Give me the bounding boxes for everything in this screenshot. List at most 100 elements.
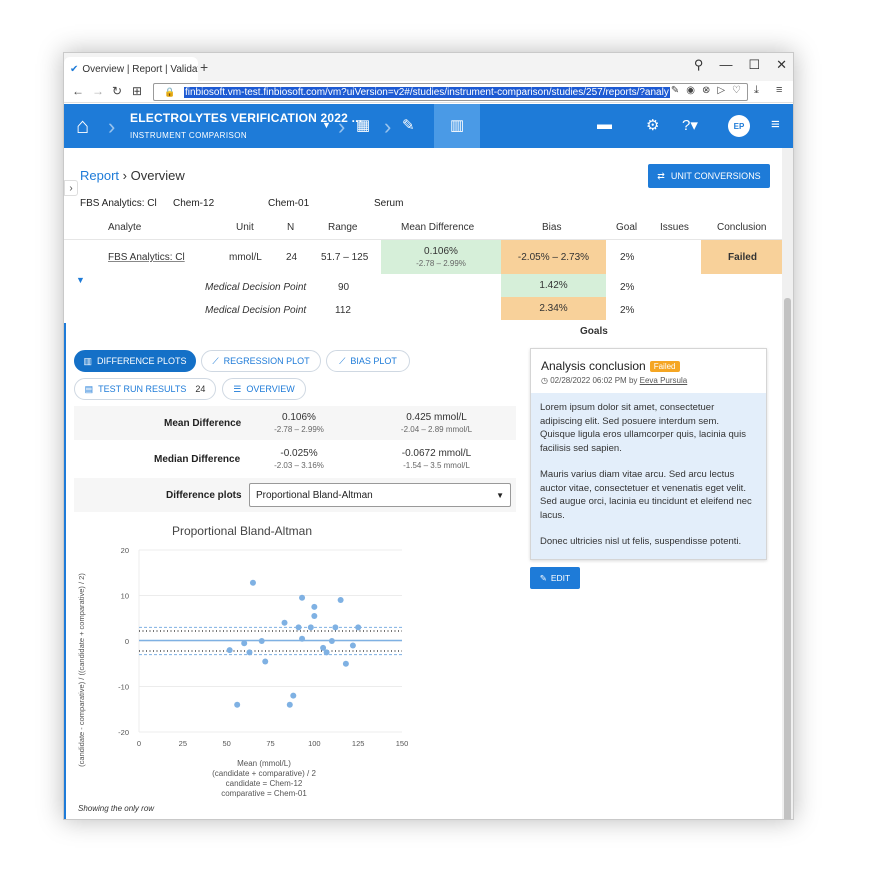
analysis-conclusion-panel: Analysis conclusion Failed ◷ 02/28/2022 …: [530, 348, 767, 560]
conclusion-paragraph: Donec ultricies nisl ut felis, suspendis…: [540, 536, 742, 547]
row-analyte-link[interactable]: FBS Analytics: Cl: [108, 252, 185, 263]
data-point: [290, 692, 297, 699]
tab-difference-plots[interactable]: ▥ DIFFERENCE PLOTS: [74, 350, 196, 372]
breadcrumb-report-link[interactable]: Report: [80, 168, 120, 183]
median-pct-value: -0.025%: [280, 448, 318, 459]
list-icon: ☰: [233, 383, 242, 394]
tab-bias-plot[interactable]: ⟋ BIAS PLOT: [326, 350, 410, 372]
conclusion-paragraph: Mauris varius diam vitae arcu. Sed arcu …: [540, 469, 752, 521]
forward-icon[interactable]: →: [92, 84, 104, 98]
expand-row-icon[interactable]: ▼: [76, 275, 85, 285]
mdp-bias-value: 2.34%: [539, 303, 568, 314]
send-icon[interactable]: ▷: [717, 85, 726, 96]
unit-conversions-label: UNIT CONVERSIONS: [670, 171, 761, 181]
median-difference-abs: -0.0672 mmol/L -1.54 – 3.5 mmol/L: [374, 448, 499, 470]
row-bias: -2.05% – 2.73%: [501, 240, 606, 274]
page-scrollbar[interactable]: [782, 148, 793, 819]
heart-icon[interactable]: ♡: [732, 85, 741, 96]
mean-difference-pct: 0.106% -2.78 – 2.99%: [249, 412, 349, 434]
unit-conversions-button[interactable]: ⇄ UNIT CONVERSIONS: [648, 164, 770, 188]
conclusion-meta: ◷ 02/28/2022 06:02 PM by Eeva Pursula: [541, 376, 756, 385]
camera-icon[interactable]: ◉: [686, 85, 695, 96]
tab-test-run-results[interactable]: ▤ TEST RUN RESULTS 24: [74, 378, 216, 400]
sidebar-toggle-icon[interactable]: ›: [64, 180, 78, 196]
reports-tab-active[interactable]: ▥: [434, 104, 480, 148]
conclusion-paragraph: Lorem ipsum dolor sit amet, consectetuer…: [540, 402, 746, 454]
difference-plots-select[interactable]: Proportional Bland-Altman ▼: [249, 483, 511, 507]
chart-xlabel: candidate = Chem-12: [226, 779, 303, 788]
x-tick-label: 125: [352, 739, 365, 748]
mean-difference-label: Mean Difference: [164, 418, 242, 429]
chevron-down-icon: ▼: [496, 491, 504, 500]
search-icon[interactable]: ⚲: [693, 57, 704, 72]
window-controls: ⚲ — ☐ ✕: [694, 57, 787, 73]
section-accent-line: [64, 323, 66, 819]
data-point: [311, 612, 318, 619]
data-point: [355, 624, 362, 631]
tab-overview[interactable]: ☰ OVERVIEW: [222, 378, 306, 400]
breadcrumb: Report › Overview: [80, 168, 185, 183]
mdp-goal: 2%: [620, 282, 635, 293]
help-icon[interactable]: ?▾: [682, 117, 698, 134]
mean-abs-ci: -2.04 – 2.89 mmol/L: [400, 425, 473, 434]
data-point: [337, 597, 344, 604]
lock-icon: 🔒: [164, 86, 176, 97]
bar-chart-icon: ▥: [83, 355, 92, 366]
tab-test-runs-count: 24: [195, 384, 206, 394]
goals-label: Goals: [580, 326, 608, 337]
clock-icon: ◷: [541, 376, 548, 385]
gear-icon[interactable]: ⚙: [646, 117, 660, 134]
y-tick-label: 20: [121, 546, 129, 555]
meta-analyte: FBS Analytics: Cl: [80, 198, 157, 209]
mean-difference-value: 0.106%: [424, 246, 458, 257]
study-title[interactable]: ELECTROLYTES VERIFICATION 2022 ...: [130, 111, 363, 125]
apps-grid-icon[interactable]: ⊞: [132, 84, 143, 98]
hamburger-menu-icon[interactable]: ≡: [771, 116, 780, 133]
maximize-icon[interactable]: ☐: [748, 57, 761, 72]
study-dropdown-icon[interactable]: ▼: [322, 120, 331, 130]
minimize-icon[interactable]: —: [719, 57, 733, 72]
browser-menu-icon[interactable]: ≡: [776, 84, 783, 96]
line-chart-icon: ⟋: [339, 355, 346, 366]
y-tick-label: -20: [118, 728, 129, 737]
pipette-icon[interactable]: ✎: [402, 117, 415, 134]
browser-tab[interactable]: ✔ Overview | Report | Validat ✕: [64, 57, 198, 81]
new-tab-icon[interactable]: +: [200, 59, 209, 75]
data-point: [342, 660, 349, 667]
meta-comparative: Chem-01: [268, 198, 310, 209]
tab-regression-plot[interactable]: ⟋ REGRESSION PLOT: [201, 350, 321, 372]
back-icon[interactable]: ←: [72, 84, 84, 98]
median-difference-row: Median Difference -0.025% -2.03 – 3.16% …: [74, 442, 516, 476]
x-tick-label: 0: [137, 739, 141, 748]
block-icon[interactable]: ⊗: [701, 85, 711, 96]
data-point: [241, 640, 248, 647]
chart-points: [226, 579, 362, 708]
avatar[interactable]: EP: [728, 115, 750, 137]
x-tick-label: 150: [396, 739, 409, 748]
tab-test-runs-label: TEST RUN RESULTS: [98, 384, 187, 394]
conclusion-author-link[interactable]: Eeva Pursula: [639, 376, 688, 385]
data-point: [262, 658, 269, 665]
col-unit: Unit: [236, 222, 254, 233]
row-goal: 2%: [620, 252, 635, 263]
conclusion-date: 02/28/2022 06:02 PM by: [550, 376, 638, 385]
edit-url-icon[interactable]: ✎: [670, 85, 680, 96]
folder-icon[interactable]: ▬: [597, 116, 612, 133]
data-point: [249, 579, 256, 586]
data-point: [226, 647, 233, 654]
download-icon[interactable]: ⤓: [754, 84, 759, 96]
home-icon[interactable]: ⌂: [76, 113, 90, 138]
tab-title: Overview | Report | Validat: [82, 63, 198, 75]
table-divider: [64, 239, 784, 240]
url-input[interactable]: 🔒 finbiosoft.vm-test.finbiosoft.com/vm?u…: [153, 83, 748, 101]
x-tick-label: 25: [179, 739, 187, 748]
reload-icon[interactable]: ↻: [112, 84, 123, 98]
scrollbar-thumb[interactable]: [784, 298, 791, 819]
close-window-icon[interactable]: ✕: [776, 57, 787, 72]
breadcrumb-chevron-icon: ›: [108, 114, 116, 139]
calendar-icon[interactable]: ▦: [356, 117, 371, 134]
edit-conclusion-button[interactable]: ✎ EDIT: [530, 567, 580, 589]
row-conclusion: Failed: [701, 240, 784, 274]
mean-pct-value: 0.106%: [282, 412, 316, 423]
